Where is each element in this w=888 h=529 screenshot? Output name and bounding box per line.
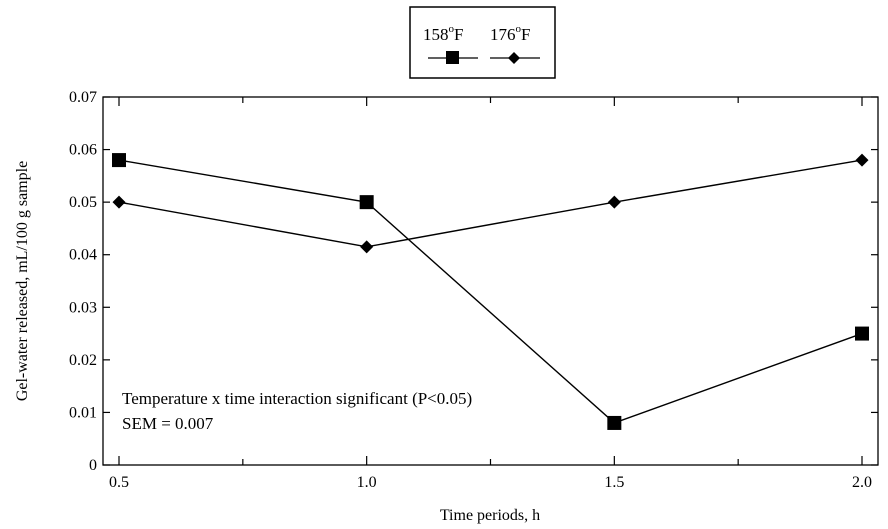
series-line-1 [118, 159, 863, 248]
y-tick-label-5: 0.05 [69, 194, 97, 211]
x-axis-title: Time periods, h [440, 507, 540, 524]
plot-frame [102, 96, 879, 466]
point-s0-2 [607, 415, 622, 430]
x-tick-label-0: 0.5 [109, 474, 129, 491]
x-tick-label-1: 1.0 [357, 474, 377, 491]
x-tick-label-3: 2.0 [852, 474, 872, 491]
annotation-interaction: Temperature x time interaction significa… [122, 389, 472, 408]
legend-box [409, 6, 556, 79]
point-s1-3 [855, 153, 869, 167]
y-tick-label-3: 0.03 [69, 299, 97, 316]
point-s0-3 [855, 326, 869, 341]
y-tick-label-4: 0.04 [69, 247, 97, 264]
y-axis: 0 0.01 0.02 0.03 0.04 0.05 0.06 0.07 [69, 89, 878, 474]
point-s0-0 [112, 153, 126, 168]
annotation-sem: SEM = 0.007 [122, 414, 214, 433]
y-tick-label-1: 0.01 [69, 404, 97, 421]
y-axis-title: Gel-water released, mL/100 g sample [14, 161, 31, 401]
legend-label-series-0: 158oF [423, 23, 463, 44]
y-tick-label-7: 0.07 [69, 89, 97, 106]
point-s1-2 [607, 195, 621, 209]
point-s1-0 [112, 195, 126, 209]
series-line-0 [118, 159, 863, 424]
y-tick-label-6: 0.06 [69, 142, 97, 159]
x-axis: 0.5 1.0 1.5 2.0 [109, 97, 872, 491]
y-tick-label-0: 0 [89, 457, 97, 474]
y-tick-label-2: 0.02 [69, 352, 97, 369]
legend-label-series-1: 176oF [490, 23, 530, 44]
legend: 158oF 176oF [409, 6, 556, 79]
point-s0-1 [359, 195, 374, 210]
legend-marker-diamond [508, 52, 520, 64]
x-tick-label-2: 1.5 [604, 474, 624, 491]
legend-marker-square [446, 51, 459, 64]
series-layer [112, 153, 869, 430]
point-s1-1 [360, 240, 374, 254]
